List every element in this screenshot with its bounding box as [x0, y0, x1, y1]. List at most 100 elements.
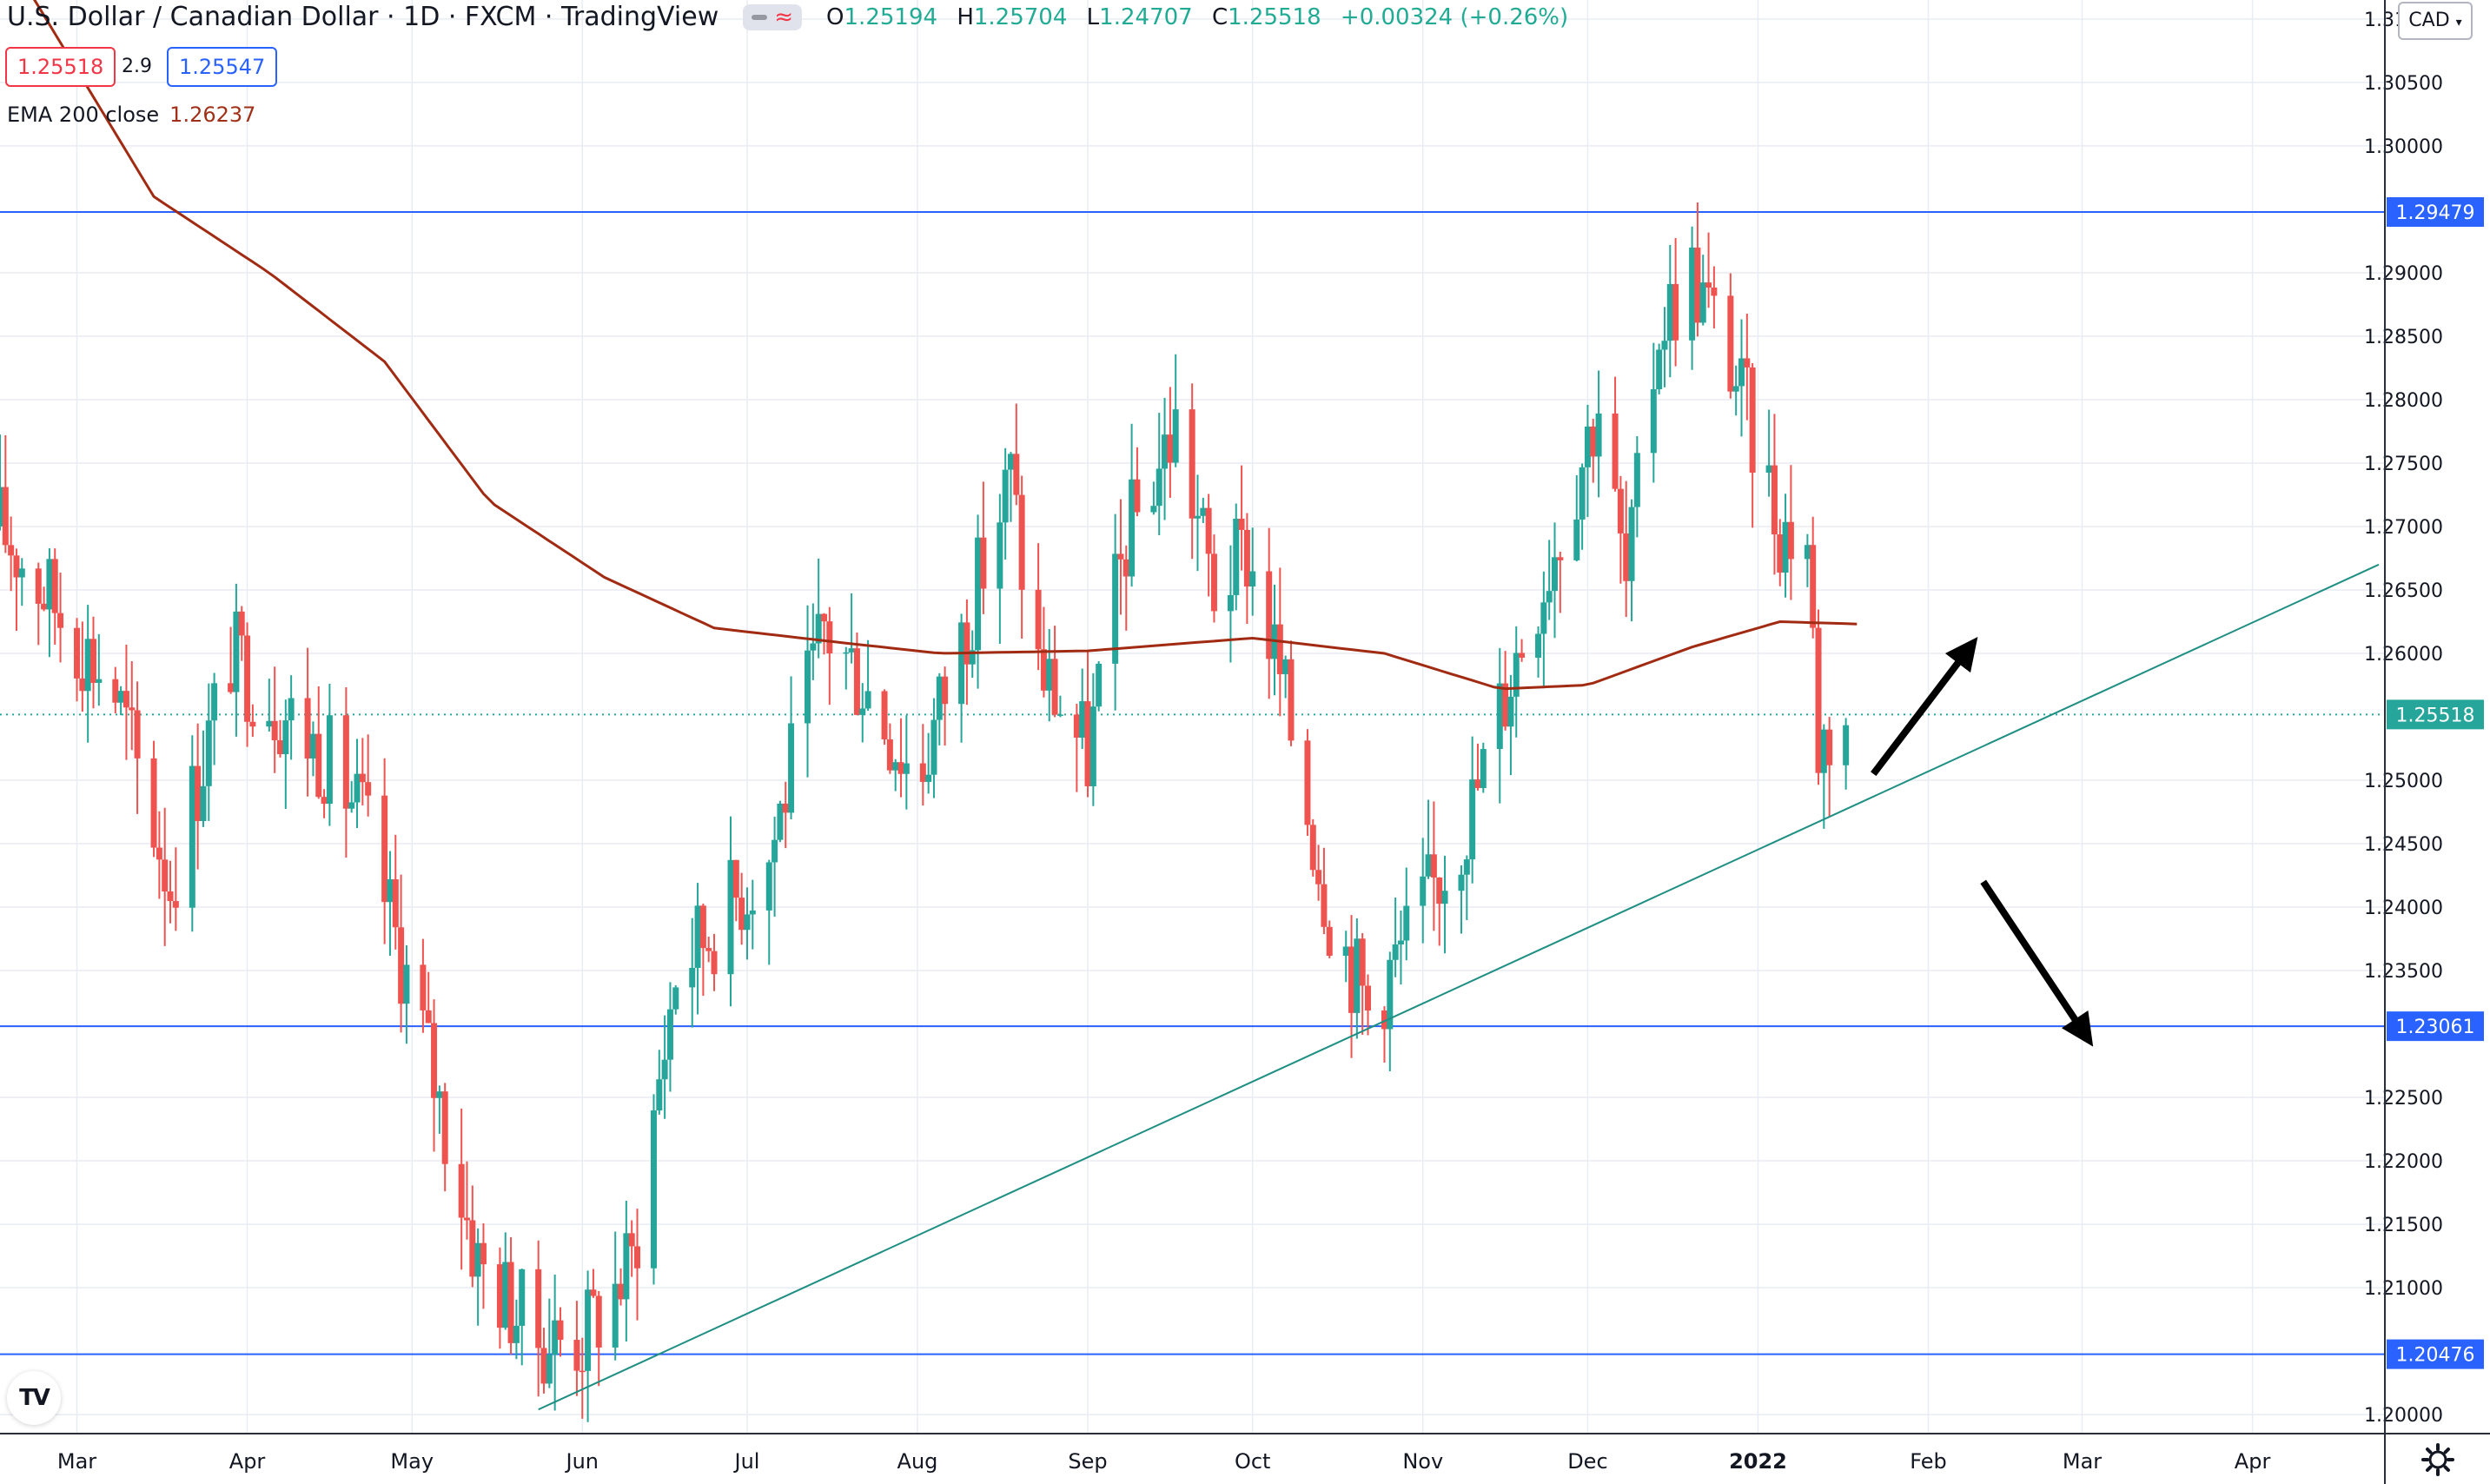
candle-body — [1650, 388, 1657, 454]
candle — [1365, 974, 1372, 1036]
candle — [788, 676, 795, 820]
candle — [13, 548, 20, 632]
candle — [892, 759, 899, 792]
candle — [997, 494, 1003, 645]
tradingview-logo[interactable]: TV — [7, 1371, 61, 1425]
candle — [1810, 516, 1817, 639]
candle — [1474, 743, 1481, 791]
candle — [381, 758, 388, 944]
candle — [1633, 435, 1640, 538]
candle-body — [1732, 386, 1739, 392]
candle — [35, 562, 42, 646]
wave-icon: ≈ — [774, 3, 794, 30]
candle-body — [666, 1009, 673, 1060]
candle-body — [1782, 521, 1789, 573]
candle-body — [1326, 926, 1333, 957]
candle-body — [820, 613, 827, 622]
candle — [1348, 915, 1355, 1058]
candle-body — [2, 487, 9, 546]
candle-body — [1519, 653, 1526, 658]
y-tick-label: 1.27000 — [2364, 517, 2443, 539]
level-price-tag — [2387, 1011, 2484, 1042]
candle — [810, 603, 817, 680]
candle — [507, 1236, 514, 1355]
candle — [980, 481, 987, 614]
candle — [1210, 534, 1217, 623]
candle-body — [150, 758, 157, 848]
candle — [84, 605, 91, 743]
candle-body — [1243, 529, 1250, 587]
candle-body — [1040, 649, 1047, 691]
candle — [228, 626, 235, 694]
candle — [1672, 237, 1679, 367]
candle-body — [123, 691, 129, 708]
candle — [463, 1161, 470, 1240]
candle-body — [579, 1370, 586, 1373]
candle-body — [513, 1325, 520, 1343]
candle-body — [958, 622, 965, 705]
candle — [266, 679, 273, 732]
candle — [1134, 447, 1141, 517]
candle — [585, 1270, 592, 1422]
candle — [89, 616, 96, 709]
candle — [458, 1108, 465, 1270]
candle-body — [782, 803, 789, 813]
candle-body — [496, 1264, 503, 1328]
candle-body — [304, 698, 311, 759]
chart-style-toggle[interactable]: ≈ — [743, 3, 803, 30]
candle-body — [8, 545, 15, 556]
sell-price-button[interactable]: 1.25518 — [5, 47, 116, 87]
candle — [936, 672, 943, 745]
x-tick-label: Feb — [1910, 1449, 1947, 1474]
ema-legend[interactable]: EMA 200 close 1.26237 — [7, 103, 255, 127]
y-tick-label: 1.20000 — [2364, 1405, 2443, 1427]
arrow-drawings — [1871, 637, 2094, 1047]
candle-body — [1200, 507, 1207, 516]
candle-body — [925, 774, 932, 782]
candle — [189, 735, 195, 932]
candle-body — [348, 802, 355, 809]
candle — [1507, 674, 1514, 776]
buy-price-button[interactable]: 1.25547 — [167, 47, 278, 87]
candle — [420, 938, 427, 1033]
candle-body — [228, 683, 235, 692]
x-tick-label: Apr — [2235, 1449, 2271, 1474]
gear-icon[interactable] — [2420, 1442, 2455, 1477]
candle — [864, 639, 871, 712]
candle-body — [1079, 701, 1086, 738]
candle — [1557, 552, 1564, 613]
ema-200-line — [33, 0, 1858, 691]
candle-body — [738, 898, 745, 931]
y-tick-label: 1.28500 — [2364, 327, 2443, 348]
logo-text: TV — [19, 1385, 50, 1411]
candle-body — [398, 927, 405, 1004]
low-value: 1.24707 — [1099, 3, 1193, 30]
candle — [342, 687, 349, 858]
candle — [1552, 522, 1559, 639]
candle-body — [1843, 725, 1850, 765]
candle — [1705, 232, 1712, 308]
candle — [1661, 307, 1668, 388]
candle-body — [1666, 283, 1673, 341]
candle — [1381, 1006, 1387, 1063]
candle — [820, 613, 827, 655]
candle — [134, 681, 141, 814]
spread-value: 2.9 — [122, 56, 152, 77]
candle-body — [1458, 874, 1465, 891]
candle — [595, 1290, 602, 1387]
currency-selector[interactable]: CAD ▾ — [2398, 2, 2473, 40]
candle — [1519, 639, 1526, 662]
candle-body — [930, 719, 937, 775]
candle-body — [1595, 413, 1602, 457]
candle-body — [546, 1355, 553, 1384]
candle-body — [1535, 633, 1542, 658]
y-tick-label: 1.26500 — [2364, 580, 2443, 602]
symbol-title[interactable]: U.S. Dollar / Canadian Dollar · 1D · FXC… — [7, 2, 719, 32]
candle — [172, 847, 179, 931]
candle-body — [35, 568, 42, 604]
candle — [1304, 729, 1311, 837]
candle-body — [1122, 559, 1129, 577]
candle-body — [573, 1340, 580, 1371]
candle — [129, 661, 136, 751]
